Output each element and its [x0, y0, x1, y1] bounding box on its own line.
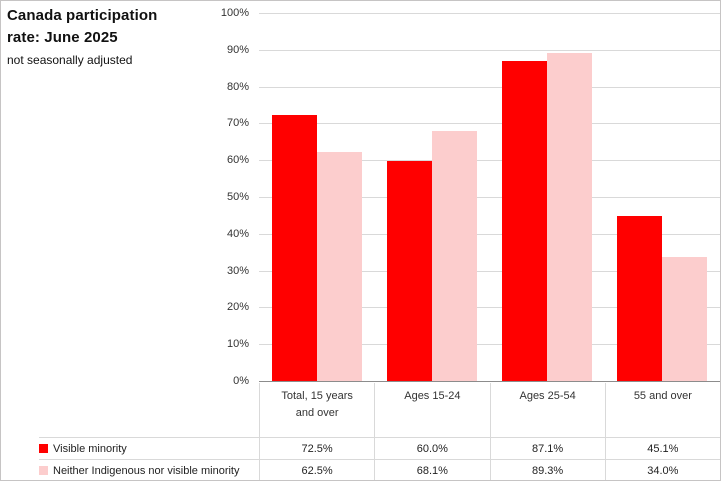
table-row-visible-minority: Visible minority 72.5% 60.0% 87.1% 45.1% — [39, 437, 720, 459]
chart-subtitle: not seasonally adjusted — [7, 52, 133, 67]
legend-entry-neither-indigenous-nor-visible-minority: Neither Indigenous nor visible minority — [39, 460, 259, 480]
bar-visible-minority-1 — [271, 115, 317, 382]
bar-visible-minority-4 — [617, 216, 663, 382]
bar-neither-indigenous-nor-visible-minority-3 — [547, 53, 593, 382]
y-axis-tick-label: 80% — [226, 80, 249, 93]
gridline-90 — [259, 49, 720, 51]
bar-neither-indigenous-nor-visible-minority-2 — [431, 131, 477, 382]
legend-label-neither-indigenous-nor-visible-minority: Neither Indigenous nor visible minority — [53, 464, 240, 477]
y-axis-tick-label: 20% — [226, 301, 249, 314]
gridline-40 — [259, 233, 720, 235]
legend-marker-visible-minority — [39, 444, 48, 453]
bar-group-4 — [605, 14, 720, 382]
bar-neither-indigenous-nor-visible-minority-1 — [316, 152, 362, 382]
y-axis-tick-label: 30% — [226, 264, 249, 277]
table-value-neither-indigenous-nor-visible-minority-4: 34.0% — [604, 460, 720, 480]
y-axis-tick-label: 10% — [226, 338, 249, 351]
x-axis-category-labels: Total, 15 years and over Ages 15-24 Ages 2… — [259, 383, 720, 437]
bar-group-2 — [374, 14, 489, 382]
legend-marker-neither-indigenous-nor-visible-minority — [39, 466, 48, 475]
title-block: Canada participation rate: June 2025 not… — [7, 5, 242, 67]
x-category-label-4: 55 and over — [604, 383, 720, 437]
y-axis-tick-label: 50% — [226, 191, 249, 203]
bar-neither-indigenous-nor-visible-minority-4 — [662, 256, 708, 382]
gridline-20 — [259, 307, 720, 309]
x-axis-line — [259, 381, 720, 382]
bar-visible-minority-2 — [386, 161, 432, 382]
y-axis-tick-label: 70% — [226, 117, 249, 130]
x-category-label-1: Total, 15 years and over — [259, 383, 374, 437]
plot-area — [259, 13, 720, 382]
y-axis-tick-label: 0% — [233, 375, 249, 387]
x-category-label-2: Ages 15-24 — [374, 383, 489, 437]
x-category-label-3: Ages 25-54 — [489, 383, 605, 437]
y-axis-tick-label: 90% — [226, 43, 249, 56]
chart-title: Canada participation rate: June 2025 — [7, 7, 158, 46]
y-axis-tick-label: 100% — [220, 7, 249, 19]
legend-entry-visible-minority: Visible minority — [39, 438, 259, 459]
bar-group-3 — [490, 14, 605, 382]
x-category-label-text: 55 and over — [633, 390, 692, 402]
bar-visible-minority-3 — [502, 61, 548, 382]
x-category-label-text: Total, 15 years and over — [281, 390, 353, 419]
table-value-visible-minority-1: 72.5% — [259, 438, 374, 459]
legend-label-visible-minority: Visible minority — [53, 442, 127, 455]
y-axis-tick-label: 60% — [226, 154, 249, 167]
legend-data-table: Visible minority 72.5% 60.0% 87.1% 45.1% Neit… — [39, 437, 720, 480]
table-value-neither-indigenous-nor-visible-minority-2: 68.1% — [374, 460, 489, 480]
gridline-10 — [259, 344, 720, 346]
table-row-neither-indigenous-nor-visible-minority: Neither Indigenous nor visible minority 6… — [39, 459, 720, 480]
gridline-80 — [259, 86, 720, 88]
table-value-neither-indigenous-nor-visible-minority-1: 62.5% — [259, 460, 374, 480]
y-axis: 0% 10% 20% 30% 40% 50% 60% 70% 80% 90% 100% — [201, 7, 249, 387]
gridline-100 — [259, 13, 720, 14]
gridline-30 — [259, 270, 720, 272]
y-axis-tick-label: 40% — [226, 227, 249, 240]
table-value-visible-minority-4: 45.1% — [604, 438, 720, 459]
bar-groups — [259, 14, 720, 382]
gridline-70 — [259, 123, 720, 125]
table-value-visible-minority-3: 87.1% — [489, 438, 605, 459]
gridline-50 — [259, 197, 720, 198]
table-value-neither-indigenous-nor-visible-minority-3: 89.3% — [489, 460, 605, 480]
gridline-60 — [259, 160, 720, 162]
table-value-visible-minority-2: 60.0% — [374, 438, 489, 459]
x-category-label-text: Ages 15-24 — [404, 390, 461, 402]
x-category-label-text: Ages 25-54 — [519, 390, 576, 402]
bar-group-1 — [259, 14, 374, 382]
